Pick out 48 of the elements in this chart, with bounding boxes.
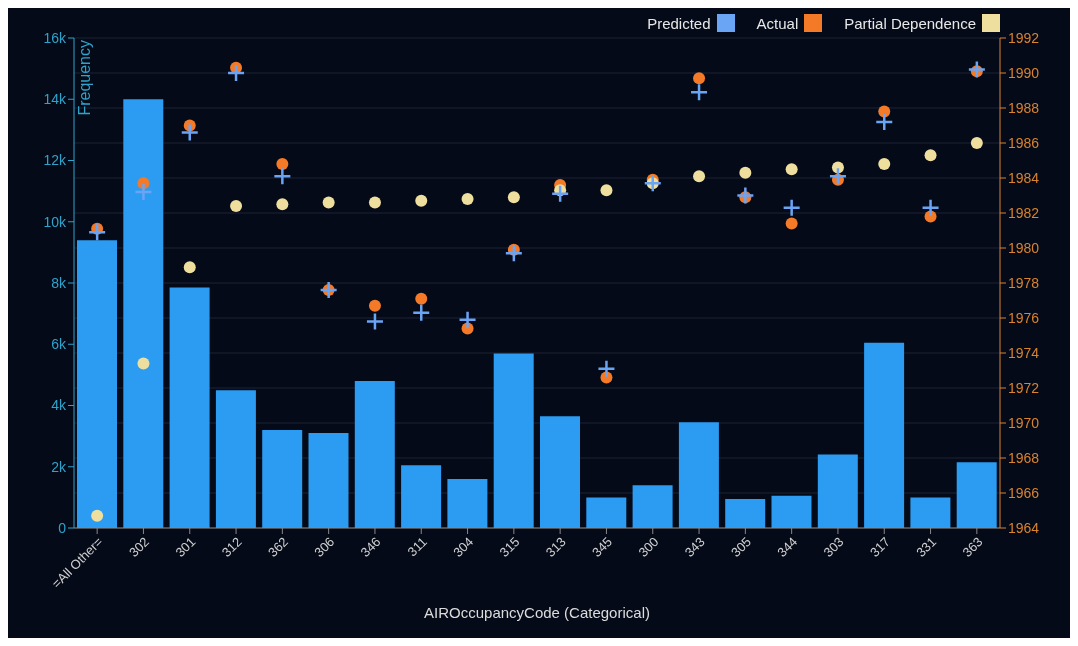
x-tick-label: 317 bbox=[866, 534, 893, 560]
x-tick-label: 346 bbox=[357, 534, 384, 560]
x-tick-label: 311 bbox=[404, 534, 430, 560]
y2-tick-label: 1972 bbox=[1008, 379, 1040, 396]
y-tick-label: 10k bbox=[43, 213, 67, 230]
y2-tick-label: 1976 bbox=[1008, 309, 1040, 326]
y-tick-label: 6k bbox=[51, 336, 67, 353]
x-tick-label: 305 bbox=[728, 534, 754, 560]
x-axis-title: AIROccupancyCode (Categorical) bbox=[424, 604, 650, 621]
y2-tick-label: 1980 bbox=[1008, 239, 1040, 256]
x-tick-label: 303 bbox=[820, 534, 847, 560]
y-tick-label: 0 bbox=[58, 519, 67, 536]
y2-tick-label: 1986 bbox=[1008, 134, 1040, 151]
x-tick-label: 304 bbox=[450, 534, 477, 560]
y2-tick-label: 1984 bbox=[1008, 169, 1040, 186]
y2-tick-label: 1992 bbox=[1008, 29, 1040, 46]
y2-tick-label: 1964 bbox=[1008, 519, 1040, 536]
y2-tick-label: 1990 bbox=[1008, 64, 1040, 81]
x-tick-label: 331 bbox=[913, 534, 940, 560]
y2-tick-label: 1970 bbox=[1008, 414, 1040, 431]
x-tick-label: 362 bbox=[265, 534, 291, 560]
x-tick-label: 300 bbox=[635, 534, 662, 560]
x-tick-label: 306 bbox=[311, 534, 338, 560]
y2-tick-label: 1974 bbox=[1008, 344, 1040, 361]
y2-tick-label: 1988 bbox=[1008, 99, 1040, 116]
y-tick-label: 2k bbox=[51, 458, 67, 475]
y-tick-label: 16k bbox=[43, 29, 67, 46]
y2-tick-label: 1978 bbox=[1008, 274, 1040, 291]
y2-tick-label: 1966 bbox=[1008, 484, 1040, 501]
y-tick-label: 12k bbox=[43, 152, 67, 169]
x-tick-label: 315 bbox=[496, 534, 523, 560]
legend-label: Partial Dependence bbox=[844, 14, 976, 32]
legend-label: Actual bbox=[756, 14, 799, 32]
x-tick-label: 313 bbox=[542, 534, 569, 560]
x-tick-label: 363 bbox=[959, 534, 986, 560]
x-tick-label: 343 bbox=[681, 534, 708, 560]
y2-tick-label: 1968 bbox=[1008, 449, 1040, 466]
y-tick-label: 14k bbox=[43, 91, 67, 108]
x-tick-label: 301 bbox=[172, 534, 199, 560]
x-tick-label: 345 bbox=[589, 534, 616, 560]
y-tick-label: 8k bbox=[51, 274, 67, 291]
x-tick-label: 302 bbox=[126, 534, 153, 560]
y-tick-label: 4k bbox=[51, 397, 67, 414]
legend-label: Predicted bbox=[647, 14, 711, 32]
x-tick-label: 312 bbox=[218, 534, 245, 560]
x-tick-label: 344 bbox=[774, 534, 801, 560]
y2-tick-label: 1982 bbox=[1008, 204, 1040, 221]
y-axis-title: Frequency bbox=[76, 40, 93, 116]
